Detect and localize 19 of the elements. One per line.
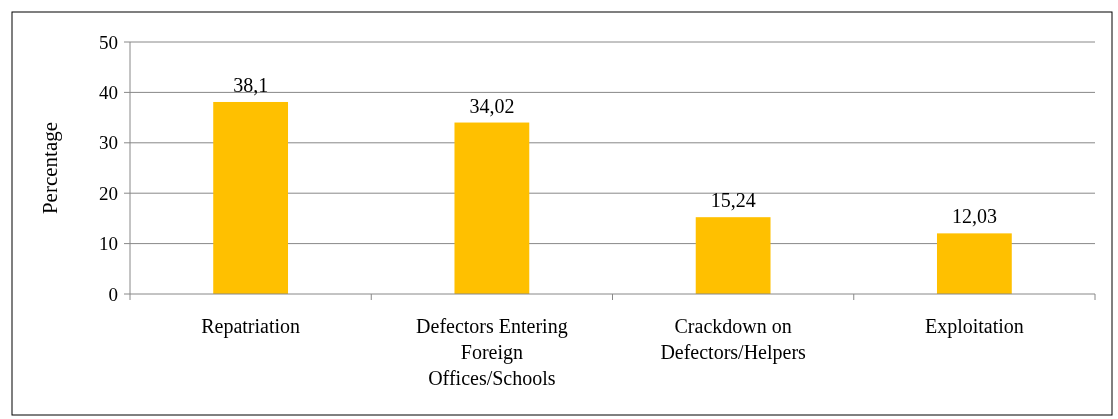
y-tick-label: 10	[99, 233, 118, 255]
bar	[936, 233, 1012, 294]
x-tick-label: Repatriation	[201, 315, 301, 338]
y-tick-label: 40	[99, 82, 118, 104]
bar	[213, 101, 289, 294]
y-axis-title: Percentage	[38, 121, 62, 215]
x-tick-label: Defectors Entering Foreign Offices/Schools	[416, 315, 568, 389]
x-tick-label: Crackdown on Defectors/Helpers	[660, 315, 807, 364]
y-tick-label: 30	[99, 132, 118, 154]
data-label: 12,03	[951, 205, 997, 228]
data-label: 38,1	[233, 73, 269, 96]
data-label: 34,02	[469, 94, 515, 117]
bar	[454, 122, 530, 294]
bar	[695, 217, 771, 294]
x-tick-label: Exploitation	[924, 315, 1024, 338]
y-tick-label: 50	[99, 31, 118, 53]
y-tick-label: 20	[99, 182, 118, 204]
data-label: 15,24	[710, 189, 756, 212]
y-tick-label: 0	[108, 283, 118, 305]
